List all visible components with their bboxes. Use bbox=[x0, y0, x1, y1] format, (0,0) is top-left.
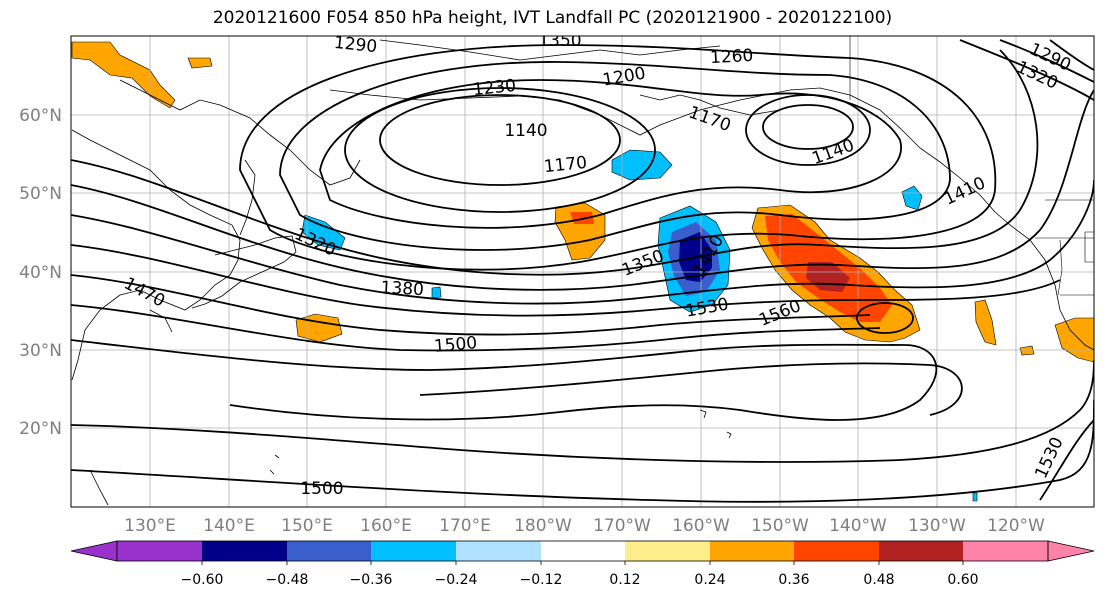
lon-label: 180°W bbox=[514, 516, 572, 536]
contour-1560-closed bbox=[856, 302, 914, 334]
lat-label: 30°N bbox=[19, 341, 62, 361]
colorbar-bin bbox=[202, 541, 287, 561]
contour-label: 1230 bbox=[472, 76, 517, 100]
colorbar-bin bbox=[541, 541, 625, 561]
colorbar-tick-label: −0.48 bbox=[266, 572, 309, 588]
contour-label: 1500 bbox=[433, 333, 478, 357]
contour-label: 1350 bbox=[538, 31, 581, 51]
ivt-positive-patch bbox=[295, 313, 343, 343]
contour-label: 1140 bbox=[504, 121, 547, 141]
gridlines bbox=[71, 36, 1094, 507]
ivt-positive-patch bbox=[187, 57, 213, 69]
colorbar-bin bbox=[963, 541, 1048, 561]
lat-label: 20°N bbox=[19, 419, 62, 439]
lon-label: 160°W bbox=[672, 516, 730, 536]
ivt-negative-patch bbox=[972, 492, 978, 502]
colorbar-tick-label: 0.36 bbox=[778, 572, 809, 588]
colorbar-bin bbox=[117, 541, 202, 561]
figure-title: 2020121600 F054 850 hPa height, IVT Land… bbox=[212, 8, 893, 28]
colorbar-bin bbox=[371, 541, 456, 561]
contour-label: 1500 bbox=[300, 479, 343, 499]
contour-1140-closed bbox=[379, 94, 621, 186]
colorbar-bin bbox=[879, 541, 963, 561]
colorbar-bin bbox=[710, 541, 794, 561]
colorbar-ticks bbox=[201, 561, 964, 565]
lon-label: 150°E bbox=[281, 516, 333, 536]
colorbar-bin bbox=[456, 541, 541, 561]
colorbar: −0.60 −0.48 −0.36 −0.24 −0.12 0.12 0.24 … bbox=[70, 540, 1095, 588]
colorbar-extend-high bbox=[1047, 540, 1095, 562]
colorbar-tick-label: 0.12 bbox=[609, 572, 640, 588]
contour-label: 1170 bbox=[543, 153, 588, 177]
colorbar-bin bbox=[625, 541, 710, 561]
colorbar-frame bbox=[116, 540, 1049, 562]
coastlines bbox=[71, 39, 1094, 506]
colorbar-tick-label: 0.24 bbox=[694, 572, 725, 588]
map-plot-area: 1290 1350 1260 1290 1320 1230 1200 1170 … bbox=[71, 31, 1094, 507]
ivt-positive-patch bbox=[974, 299, 997, 346]
colorbar-bin bbox=[794, 541, 879, 561]
colorbar-tick-label: 0.60 bbox=[947, 572, 978, 588]
longitude-labels: 130°E 140°E 150°E 160°E 170°E 180°W 170°… bbox=[124, 516, 1045, 536]
lon-label: 130°E bbox=[124, 516, 176, 536]
lon-label: 170°W bbox=[593, 516, 651, 536]
map-frame bbox=[70, 35, 1095, 508]
lat-label: 40°N bbox=[19, 263, 62, 283]
ivt-negative-patch bbox=[431, 286, 442, 299]
colorbar-bin bbox=[287, 541, 371, 561]
lon-label: 160°E bbox=[360, 516, 412, 536]
lon-label: 140°W bbox=[829, 516, 887, 536]
lon-label: 150°W bbox=[751, 516, 809, 536]
height-contours bbox=[71, 39, 1094, 503]
colorbar-tick-label: −0.36 bbox=[350, 572, 393, 588]
latitude-labels: 60°N 50°N 40°N 30°N 20°N bbox=[19, 106, 62, 439]
lon-label: 130°W bbox=[908, 516, 966, 536]
ivt-negative-patch bbox=[301, 214, 346, 251]
colorbar-tick-label: −0.60 bbox=[181, 572, 224, 588]
contour-1170-closed bbox=[344, 87, 656, 213]
lon-label: 140°E bbox=[203, 516, 255, 536]
ivt-negative-patch bbox=[611, 149, 673, 181]
lon-label: 120°W bbox=[987, 516, 1045, 536]
lon-label: 170°E bbox=[439, 516, 491, 536]
ivt-positive-patch bbox=[1019, 345, 1035, 356]
ivt-negative-patch bbox=[901, 185, 923, 211]
ivt-positive-patch bbox=[1054, 317, 1094, 363]
contour-label: 1290 bbox=[333, 33, 378, 57]
lat-label: 50°N bbox=[19, 184, 62, 204]
lat-label: 60°N bbox=[19, 106, 62, 126]
colorbar-tick-label: −0.24 bbox=[435, 572, 478, 588]
colorbar-tick-label: −0.12 bbox=[520, 572, 563, 588]
colorbar-tick-label: 0.48 bbox=[863, 572, 894, 588]
contour-label: 1380 bbox=[380, 278, 424, 300]
contour-1140-closed bbox=[762, 104, 854, 150]
colorbar-extend-low bbox=[70, 540, 118, 562]
ivt-positive-patch bbox=[71, 41, 176, 109]
contour-label: 1260 bbox=[710, 46, 754, 68]
